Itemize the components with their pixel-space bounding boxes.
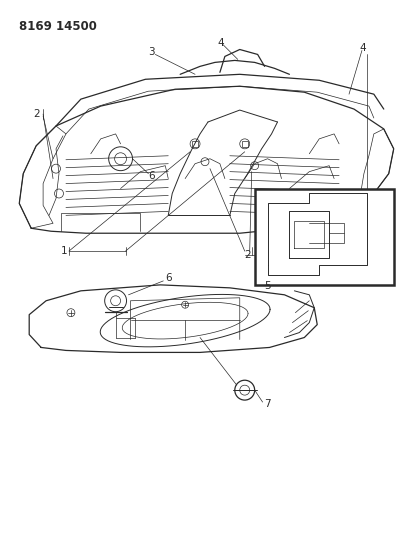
- Text: 1: 1: [61, 246, 67, 256]
- Text: 6: 6: [148, 171, 155, 181]
- Text: 2: 2: [33, 109, 40, 119]
- Text: 6: 6: [165, 273, 171, 283]
- Text: 7: 7: [264, 399, 271, 409]
- Text: 5: 5: [264, 281, 271, 291]
- Text: 4: 4: [358, 44, 365, 53]
- Bar: [192, 141, 198, 147]
- Text: 4: 4: [217, 37, 224, 47]
- Bar: [254, 189, 393, 285]
- Text: 8169 14500: 8169 14500: [19, 20, 97, 33]
- Bar: [241, 141, 247, 147]
- Text: 2: 2: [244, 250, 251, 260]
- Text: 3: 3: [148, 47, 155, 58]
